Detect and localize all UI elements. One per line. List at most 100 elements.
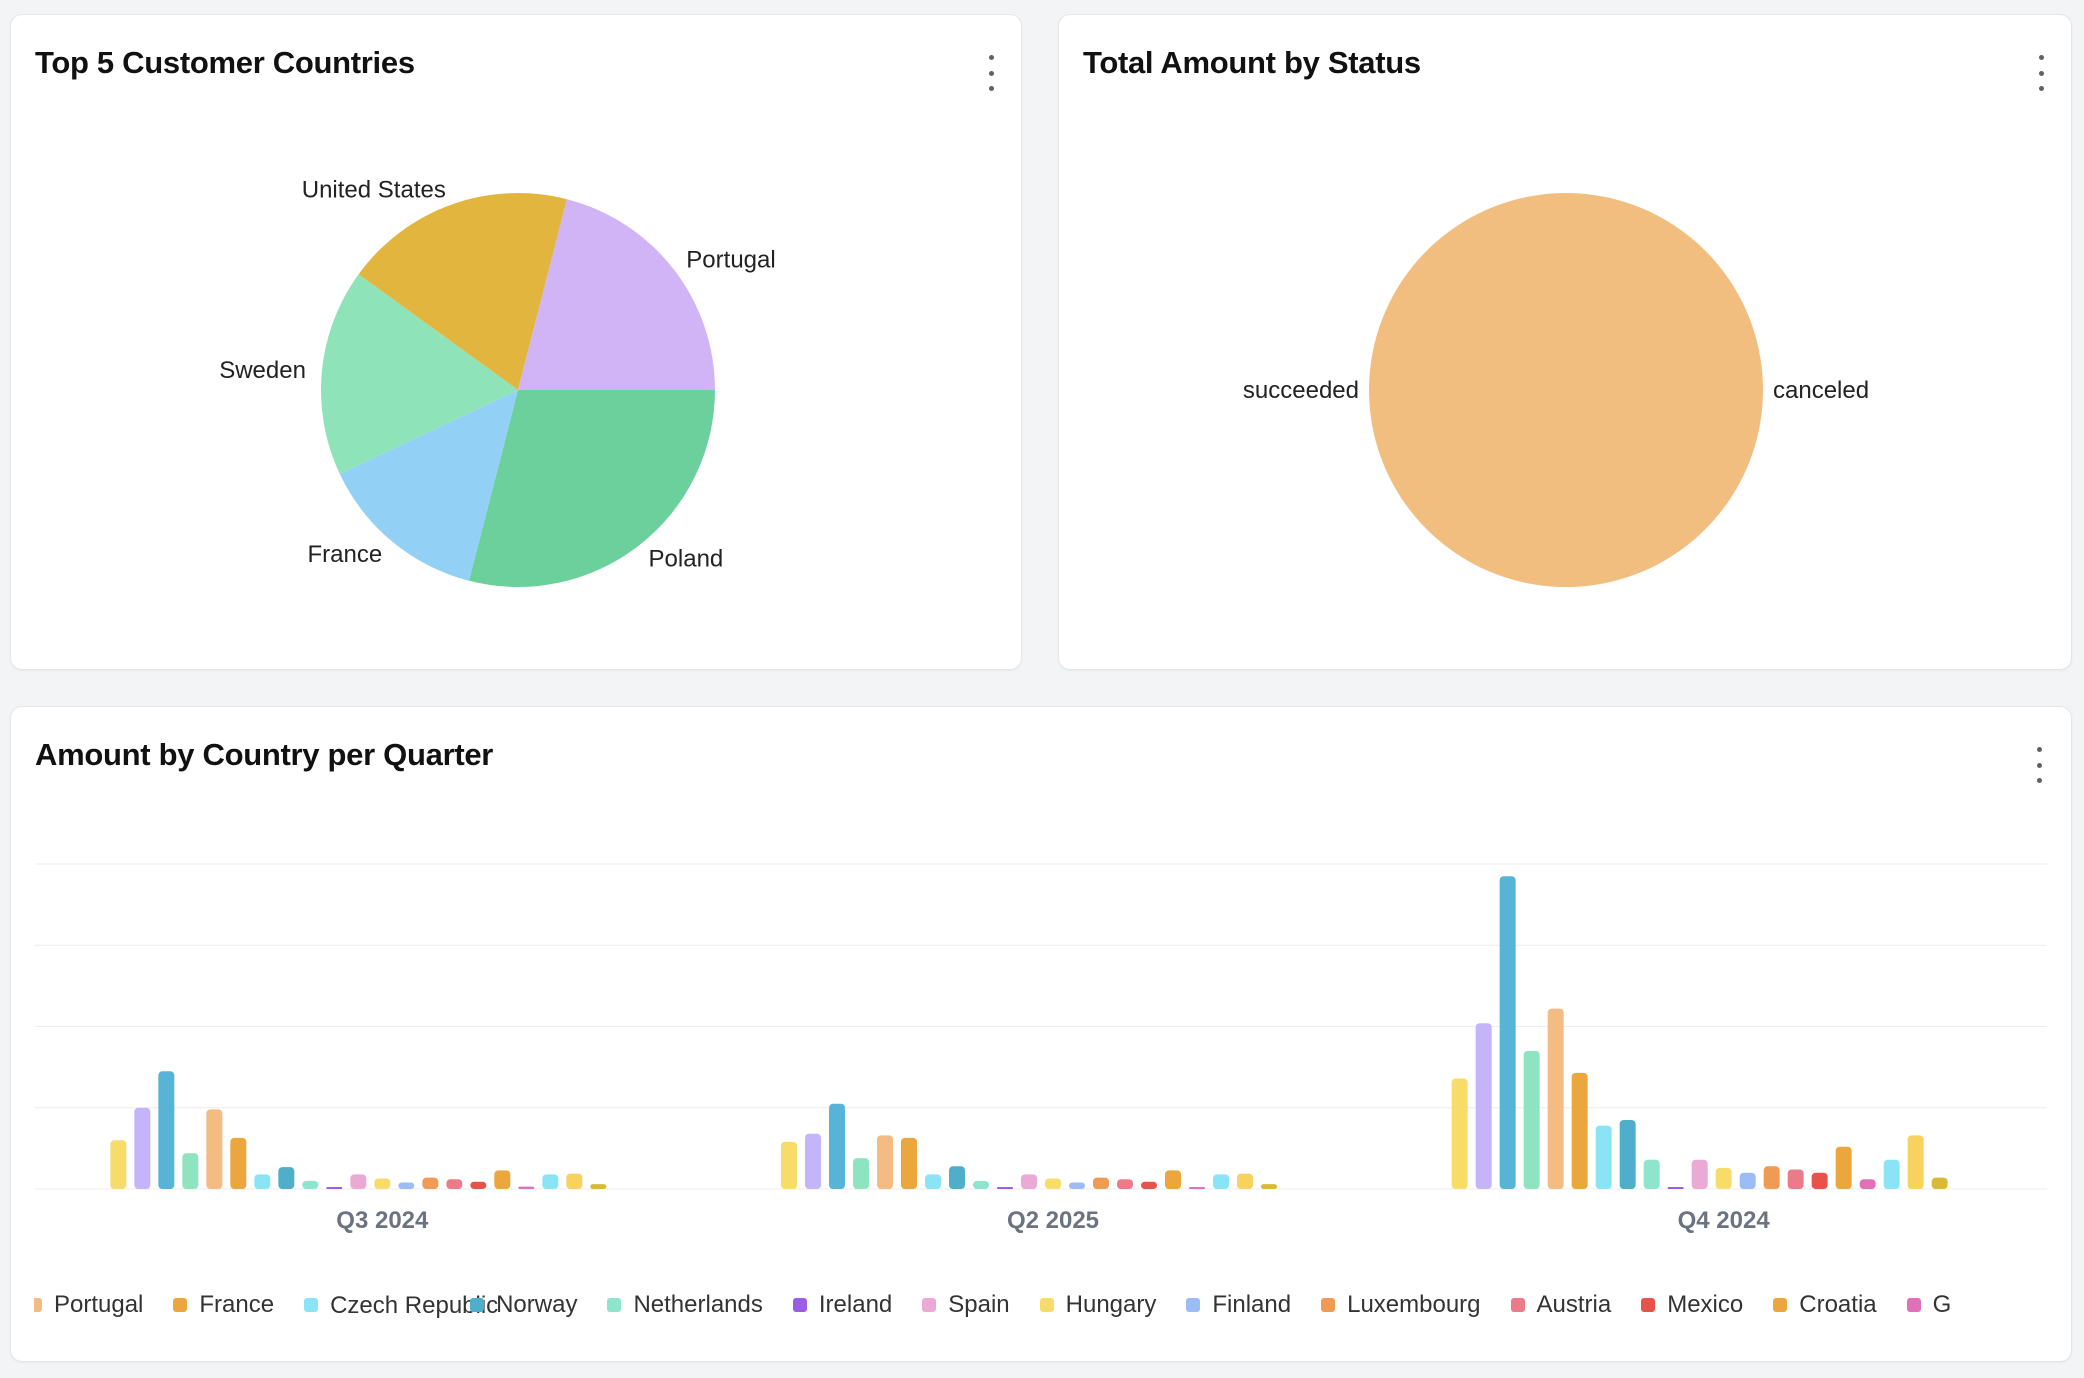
legend-label: Spain [948,1291,1010,1318]
bar-q4-2024-croatia[interactable] [1835,1146,1852,1189]
bar-q2-2025-croatia[interactable] [1165,1170,1181,1189]
bar-q4-2024-series-1[interactable] [1475,1023,1492,1189]
bar-q2-2025-austria[interactable] [1117,1179,1133,1189]
bar-q2-2025-series-19[interactable] [1237,1173,1253,1189]
bar-q3-2024-series-3[interactable] [182,1153,199,1189]
pie-slice-poland[interactable] [469,390,715,587]
bar-q4-2024-series-19[interactable] [1907,1135,1924,1189]
legend-item-g[interactable]: G [1906,1291,1951,1319]
bar-q3-2024-series-1[interactable] [134,1107,151,1189]
pie-label-united-states: United States [302,177,446,204]
bar-q3-2024-czech-republic[interactable] [254,1174,271,1189]
bar-q2-2025-series-2[interactable] [829,1103,845,1189]
bar-q3-2024-series-19[interactable] [566,1173,583,1189]
bar-q4-2024-spain[interactable] [1691,1159,1708,1189]
legend-item-croatia[interactable]: Croatia [1773,1291,1877,1319]
bar-q4-2024-series-20[interactable] [1931,1177,1948,1189]
bar-q2-2025-series-3[interactable] [853,1158,869,1189]
bar-q4-2024-hungary[interactable] [1715,1167,1732,1189]
bar-q4-2024-norway[interactable] [1619,1119,1636,1189]
bar-q4-2024-luxembourg[interactable] [1763,1166,1780,1189]
bar-q3-2024-series-2[interactable] [158,1071,175,1189]
bar-q2-2025-series-18[interactable] [1213,1174,1229,1189]
legend-swatch [792,1298,807,1312]
bar-q2-2025-series-0[interactable] [781,1141,797,1189]
pie-slice-france[interactable] [339,390,518,581]
bar-q3-2024-spain[interactable] [350,1174,367,1189]
legend-item-czech-republic[interactable]: Czech Republic [304,1290,499,1321]
legend-label: Ireland [818,1291,893,1318]
legend-item-norway[interactable]: Norway [470,1291,577,1319]
legend-label: Portugal [54,1291,144,1318]
bar-q2-2025-ireland[interactable] [997,1187,1013,1189]
bar-q3-2024-series-20[interactable] [590,1184,607,1189]
bar-q2-2025-series-20[interactable] [1261,1184,1277,1189]
legend-item-luxembourg[interactable]: Luxembourg [1321,1291,1481,1319]
bar-q3-2024-portugal[interactable] [206,1109,223,1189]
bar-q4-2024-france[interactable] [1571,1072,1588,1189]
pie-label-poland: Poland [649,545,724,572]
bar-q2-2025-netherlands[interactable] [973,1180,989,1189]
bar-q2-2025-norway[interactable] [949,1166,965,1189]
legend-swatch [1641,1298,1656,1312]
bar-q4-2024-series-0[interactable] [1451,1078,1468,1190]
legend-item-ireland[interactable]: Ireland [792,1291,893,1319]
pie-slice-succeeded[interactable] [1369,193,1763,588]
pie-slice-united-states[interactable] [358,193,567,390]
bar-q3-2024-hungary[interactable] [374,1178,391,1189]
bar-q3-2024-mexico[interactable] [470,1181,487,1189]
legend-item-netherlands[interactable]: Netherlands [607,1291,763,1319]
bar-q2-2025-hungary[interactable] [1045,1178,1061,1189]
bar-q2-2025-czech-republic[interactable] [925,1174,941,1189]
bar-q4-2024-series-18[interactable] [1883,1159,1900,1189]
bar-q3-2024-series-0[interactable] [110,1140,127,1189]
pie-slice-sweden[interactable] [321,274,518,474]
bar-q2-2025-g[interactable] [1189,1187,1205,1189]
bar-q4-2024-series-3[interactable] [1523,1050,1540,1189]
bar-q3-2024-series-18[interactable] [542,1174,559,1189]
bar-q3-2024-croatia[interactable] [494,1170,511,1189]
bar-q4-2024-czech-republic[interactable] [1595,1125,1612,1189]
bar-q2-2025-finland[interactable] [1069,1182,1085,1190]
more-options-icon[interactable] [979,55,1003,91]
bar-q2-2025-mexico[interactable] [1141,1181,1157,1189]
bar-q4-2024-finland[interactable] [1739,1172,1756,1189]
legend-item-finland[interactable]: Finland [1186,1291,1291,1319]
bar-q2-2025-portugal[interactable] [877,1135,893,1189]
bar-q2-2025-france[interactable] [901,1137,917,1189]
bar-q2-2025-series-1[interactable] [805,1133,821,1189]
bar-q3-2024-finland[interactable] [398,1182,415,1190]
pie-label-france: France [308,541,383,568]
pie-slice-portugal[interactable] [518,199,715,390]
bar-q4-2024-portugal[interactable] [1547,1008,1564,1189]
bar-q4-2024-austria[interactable] [1787,1169,1804,1190]
bar-q4-2024-mexico[interactable] [1811,1172,1828,1189]
bar-q3-2024-france[interactable] [230,1137,247,1189]
legend-swatch [1510,1298,1525,1312]
legend-label: Finland [1212,1291,1292,1318]
bar-q3-2024-netherlands[interactable] [302,1180,319,1189]
bar-q3-2024-g[interactable] [518,1186,535,1189]
legend-item-austria[interactable]: Austria [1510,1291,1611,1319]
legend-item-france[interactable]: France [173,1291,274,1319]
bar-q3-2024-norway[interactable] [278,1167,295,1189]
bar-q4-2024-ireland[interactable] [1667,1187,1684,1189]
card-title: Amount by Country per Quarter [35,737,494,772]
legend-item-hungary[interactable]: Hungary [1039,1291,1156,1319]
bar-q2-2025-spain[interactable] [1021,1174,1037,1189]
chart-legend: Portugal France Czech Republic Norway Nether… [11,1275,2071,1335]
bar-q2-2025-luxembourg[interactable] [1093,1177,1109,1189]
legend-item-portugal[interactable]: Portugal [34,1291,143,1319]
bar-q4-2024-series-2[interactable] [1499,876,1516,1189]
bar-q3-2024-luxembourg[interactable] [422,1177,439,1189]
bar-q3-2024-austria[interactable] [446,1179,463,1189]
bar-q4-2024-g[interactable] [1859,1179,1876,1189]
bar-q4-2024-netherlands[interactable] [1643,1159,1660,1189]
legend-swatch [470,1298,485,1312]
legend-item-spain[interactable]: Spain [922,1291,1010,1319]
legend-item-mexico[interactable]: Mexico [1641,1291,1743,1319]
legend-label: Czech Republic [330,1291,499,1319]
bar-q3-2024-ireland[interactable] [326,1187,343,1189]
more-options-icon[interactable] [2027,747,2051,783]
more-options-icon[interactable] [2029,55,2053,91]
